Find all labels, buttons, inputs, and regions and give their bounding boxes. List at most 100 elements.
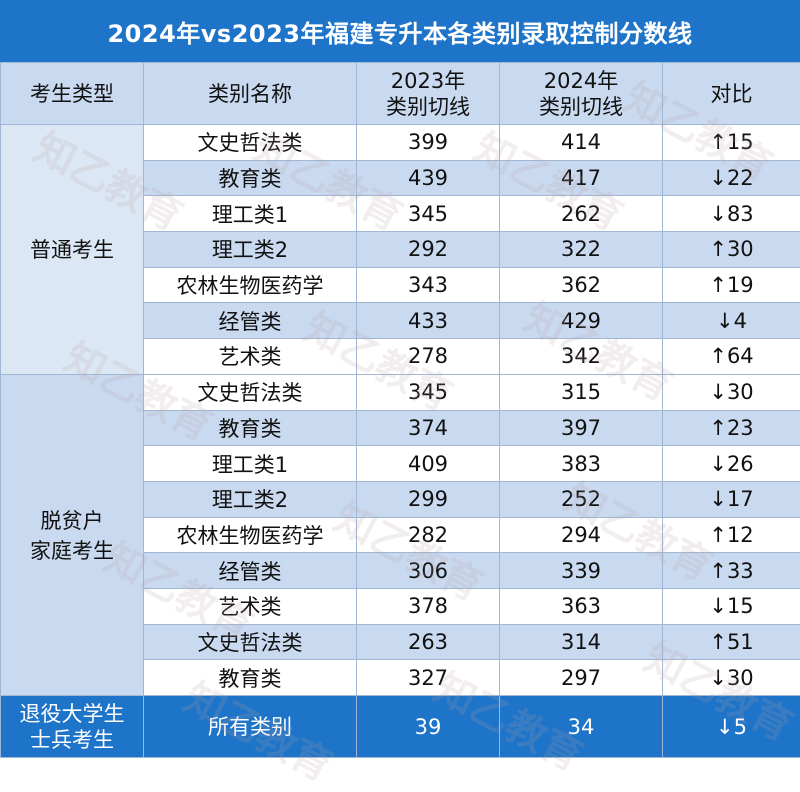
- compare-cell: ↑51: [663, 624, 800, 660]
- compare-cell: ↑12: [663, 517, 800, 553]
- score-2024-cell: 414: [500, 125, 663, 161]
- category-cell: 文史哲法类: [144, 125, 357, 161]
- arrow-down-icon: ↓: [709, 380, 727, 404]
- compare-diff: 64: [727, 344, 754, 368]
- category-cell: 经管类: [144, 553, 357, 589]
- arrow-down-icon: ↓: [709, 666, 727, 690]
- score-2024-cell: 397: [500, 410, 663, 446]
- score-2024-cell: 339: [500, 553, 663, 589]
- score-2024-cell: 294: [500, 517, 663, 553]
- compare-cell: ↑23: [663, 410, 800, 446]
- category-cell: 理工类1: [144, 196, 357, 232]
- page-title: 2024年vs2023年福建专升本各类别录取控制分数线: [0, 0, 800, 62]
- compare-diff: 4: [734, 309, 747, 333]
- compare-diff: 26: [727, 452, 754, 476]
- arrow-down-icon: ↓: [709, 452, 727, 476]
- compare-cell: ↓5: [663, 696, 800, 758]
- compare-diff: 19: [727, 273, 754, 297]
- compare-cell: ↓4: [663, 303, 800, 339]
- compare-diff: 5: [734, 715, 747, 739]
- group-name-line: 家庭考生: [1, 535, 143, 565]
- compare-cell: ↑15: [663, 125, 800, 161]
- category-cell: 理工类2: [144, 481, 357, 517]
- score-2023-cell: 409: [357, 446, 500, 482]
- category-cell: 教育类: [144, 160, 357, 196]
- arrow-down-icon: ↓: [709, 166, 727, 190]
- header-category: 类别名称: [144, 63, 357, 125]
- arrow-up-icon: ↑: [709, 559, 727, 583]
- compare-diff: 15: [727, 130, 754, 154]
- compare-diff: 12: [727, 523, 754, 547]
- group-name-line: 退役大学生: [1, 701, 143, 727]
- compare-cell: ↓30: [663, 374, 800, 410]
- arrow-down-icon: ↓: [709, 487, 727, 511]
- category-cell: 艺术类: [144, 588, 357, 624]
- score-2024-cell: 429: [500, 303, 663, 339]
- category-cell: 文史哲法类: [144, 374, 357, 410]
- header-type: 考生类型: [1, 63, 144, 125]
- score-2023-cell: 433: [357, 303, 500, 339]
- score-2024-cell: 417: [500, 160, 663, 196]
- score-2023-cell: 399: [357, 125, 500, 161]
- score-2023-cell: 345: [357, 196, 500, 232]
- category-cell: 教育类: [144, 410, 357, 446]
- header-2024-line2: 类别切线: [500, 94, 662, 120]
- score-2024-cell: 362: [500, 267, 663, 303]
- header-2024-line1: 2024年: [500, 68, 662, 94]
- arrow-up-icon: ↑: [709, 237, 727, 261]
- category-cell: 经管类: [144, 303, 357, 339]
- compare-cell: ↑19: [663, 267, 800, 303]
- compare-diff: 51: [727, 630, 754, 654]
- category-cell: 艺术类: [144, 339, 357, 375]
- score-2023-cell: 263: [357, 624, 500, 660]
- arrow-up-icon: ↑: [709, 344, 727, 368]
- category-cell: 文史哲法类: [144, 624, 357, 660]
- arrow-up-icon: ↑: [709, 416, 727, 440]
- group-name-line: 脱贫户: [1, 505, 143, 535]
- compare-diff: 17: [727, 487, 754, 511]
- compare-diff: 30: [727, 666, 754, 690]
- header-2024: 2024年 类别切线: [500, 63, 663, 125]
- group-name: 脱贫户家庭考生: [1, 374, 144, 695]
- category-cell: 所有类别: [144, 696, 357, 758]
- score-2023-cell: 306: [357, 553, 500, 589]
- arrow-down-icon: ↓: [709, 202, 727, 226]
- arrow-down-icon: ↓: [716, 715, 734, 739]
- category-cell: 农林生物医药学: [144, 267, 357, 303]
- compare-cell: ↓15: [663, 588, 800, 624]
- category-cell: 教育类: [144, 660, 357, 696]
- score-2024-cell: 322: [500, 232, 663, 268]
- compare-diff: 33: [727, 559, 754, 583]
- compare-cell: ↑33: [663, 553, 800, 589]
- header-2023-line1: 2023年: [357, 68, 499, 94]
- category-cell: 理工类1: [144, 446, 357, 482]
- header-row: 考生类型 类别名称 2023年 类别切线 2024年 类别切线 对比: [1, 63, 800, 125]
- score-2024-cell: 383: [500, 446, 663, 482]
- compare-cell: ↓26: [663, 446, 800, 482]
- group-name-line: 士兵考生: [1, 727, 143, 753]
- compare-diff: 30: [727, 237, 754, 261]
- score-2024-cell: 34: [500, 696, 663, 758]
- score-2023-cell: 327: [357, 660, 500, 696]
- compare-diff: 30: [727, 380, 754, 404]
- category-cell: 理工类2: [144, 232, 357, 268]
- score-2023-cell: 39: [357, 696, 500, 758]
- score-2023-cell: 345: [357, 374, 500, 410]
- score-2023-cell: 282: [357, 517, 500, 553]
- score-2023-cell: 374: [357, 410, 500, 446]
- compare-cell: ↓83: [663, 196, 800, 232]
- compare-cell: ↑30: [663, 232, 800, 268]
- group-name: 普通考生: [1, 125, 144, 375]
- group-name: 退役大学生士兵考生: [1, 696, 144, 758]
- arrow-up-icon: ↑: [709, 523, 727, 547]
- group-name-line: 普通考生: [1, 234, 143, 264]
- header-compare: 对比: [663, 63, 800, 125]
- score-2023-cell: 292: [357, 232, 500, 268]
- header-2023: 2023年 类别切线: [357, 63, 500, 125]
- compare-cell: ↓30: [663, 660, 800, 696]
- score-2024-cell: 315: [500, 374, 663, 410]
